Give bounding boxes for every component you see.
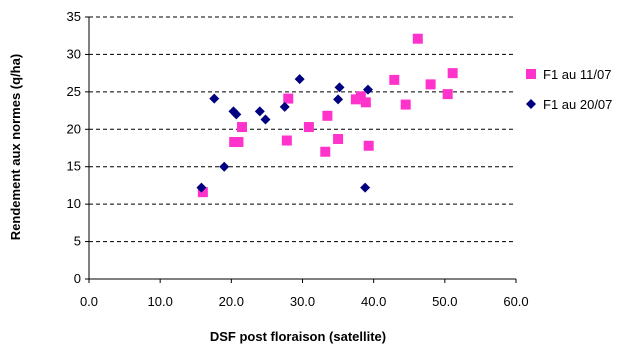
- data-point: [254, 106, 265, 117]
- data-point: [322, 110, 333, 121]
- x-tick-label: 50.0: [432, 294, 457, 309]
- legend-label: F1 au 20/07: [543, 97, 612, 112]
- data-point: [355, 91, 366, 102]
- y-tick-label: 10: [67, 196, 81, 211]
- data-point: [360, 182, 371, 193]
- data-point: [320, 146, 331, 157]
- y-tick-label: 35: [67, 9, 81, 24]
- data-point: [231, 109, 242, 120]
- data-point: [196, 182, 207, 193]
- x-tick-label: 0.0: [80, 294, 98, 309]
- y-tick-label: 30: [67, 46, 81, 61]
- data-point: [279, 101, 290, 112]
- data-point: [237, 122, 248, 133]
- data-point: [333, 134, 344, 145]
- data-point: [363, 140, 374, 151]
- data-point: [197, 187, 208, 198]
- data-point: [425, 79, 436, 90]
- y-tick-label: 25: [67, 84, 81, 99]
- tick-labels: 0 5 10 15 20 25 30 35 0.0 10.0 20.0 30.0 40.0 50.0 60.…: [67, 9, 529, 309]
- data-point: [294, 74, 305, 85]
- data-point: [260, 114, 271, 125]
- legend-marker: [526, 69, 536, 79]
- data-point: [209, 93, 220, 104]
- x-axis-label: DSF post floraison (satellite): [210, 329, 386, 344]
- gridlines: [89, 16, 516, 243]
- y-tick-label: 5: [74, 234, 81, 249]
- data-point: [447, 68, 458, 79]
- data-point: [281, 135, 292, 146]
- legend-label: F1 au 11/07: [543, 67, 611, 82]
- x-tick-label: 40.0: [361, 294, 386, 309]
- x-tick-label: 30.0: [290, 294, 315, 309]
- y-tick-label: 0: [74, 271, 81, 286]
- axes: [85, 16, 517, 283]
- data-points: [196, 33, 458, 198]
- x-tick-label: 10.0: [148, 294, 173, 309]
- y-tick-label: 15: [67, 159, 81, 174]
- series-0: [197, 33, 458, 198]
- data-point: [334, 82, 345, 93]
- y-tick-label: 20: [67, 121, 81, 136]
- data-point: [362, 84, 373, 95]
- data-point: [442, 89, 453, 100]
- data-point: [333, 94, 344, 105]
- y-axis-label: Rendement aux normes (q/ha): [8, 54, 23, 240]
- data-point: [412, 33, 423, 44]
- legend: F1 au 11/07 F1 au 20/07: [526, 67, 612, 112]
- data-point: [283, 93, 294, 104]
- legend-marker: [526, 99, 536, 109]
- data-point: [219, 161, 230, 172]
- data-point: [400, 99, 411, 110]
- x-tick-label: 20.0: [219, 294, 244, 309]
- series-1: [196, 74, 373, 193]
- x-tick-label: 60.0: [503, 294, 528, 309]
- data-point: [303, 122, 314, 133]
- data-point: [360, 97, 371, 108]
- data-point: [389, 74, 400, 85]
- data-point: [233, 137, 244, 148]
